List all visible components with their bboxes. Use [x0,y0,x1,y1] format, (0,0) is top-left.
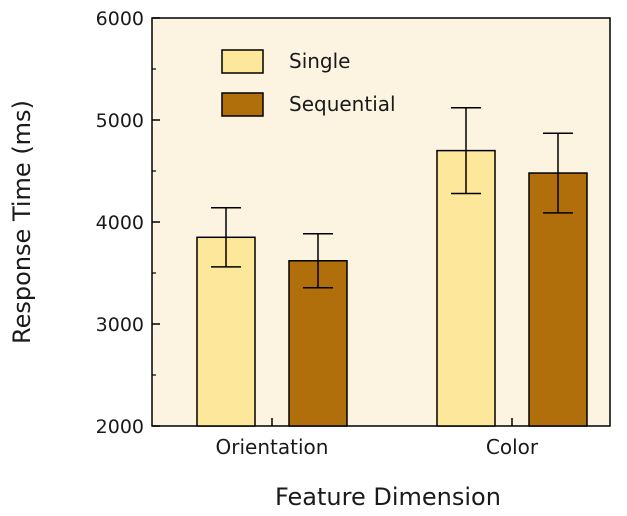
y-tick-label: 4000 [96,212,144,234]
bar-single-color [436,149,496,427]
legend-swatch-sequential [221,92,264,117]
y-tick-label: 2000 [96,416,144,438]
legend: Single Sequential [221,49,396,117]
legend-swatch-single [221,49,264,74]
y-tick-label: 6000 [96,8,144,30]
bar-sequential-color [528,172,588,427]
x-category-label: Color [486,435,539,459]
bar-single-orientation [196,236,256,427]
y-tick-label: 3000 [96,314,144,336]
y-axis: 2000 3000 4000 5000 6000 [96,8,160,438]
bars [196,107,588,427]
x-axis: Orientation Color [216,418,539,459]
legend-label-sequential: Sequential [289,92,396,116]
x-axis-title: Feature Dimension [275,483,501,511]
y-axis-title: Response Time (ms) [8,100,36,344]
y-tick-label: 5000 [96,110,144,132]
legend-label-single: Single [289,49,350,73]
x-category-label: Orientation [216,435,329,459]
